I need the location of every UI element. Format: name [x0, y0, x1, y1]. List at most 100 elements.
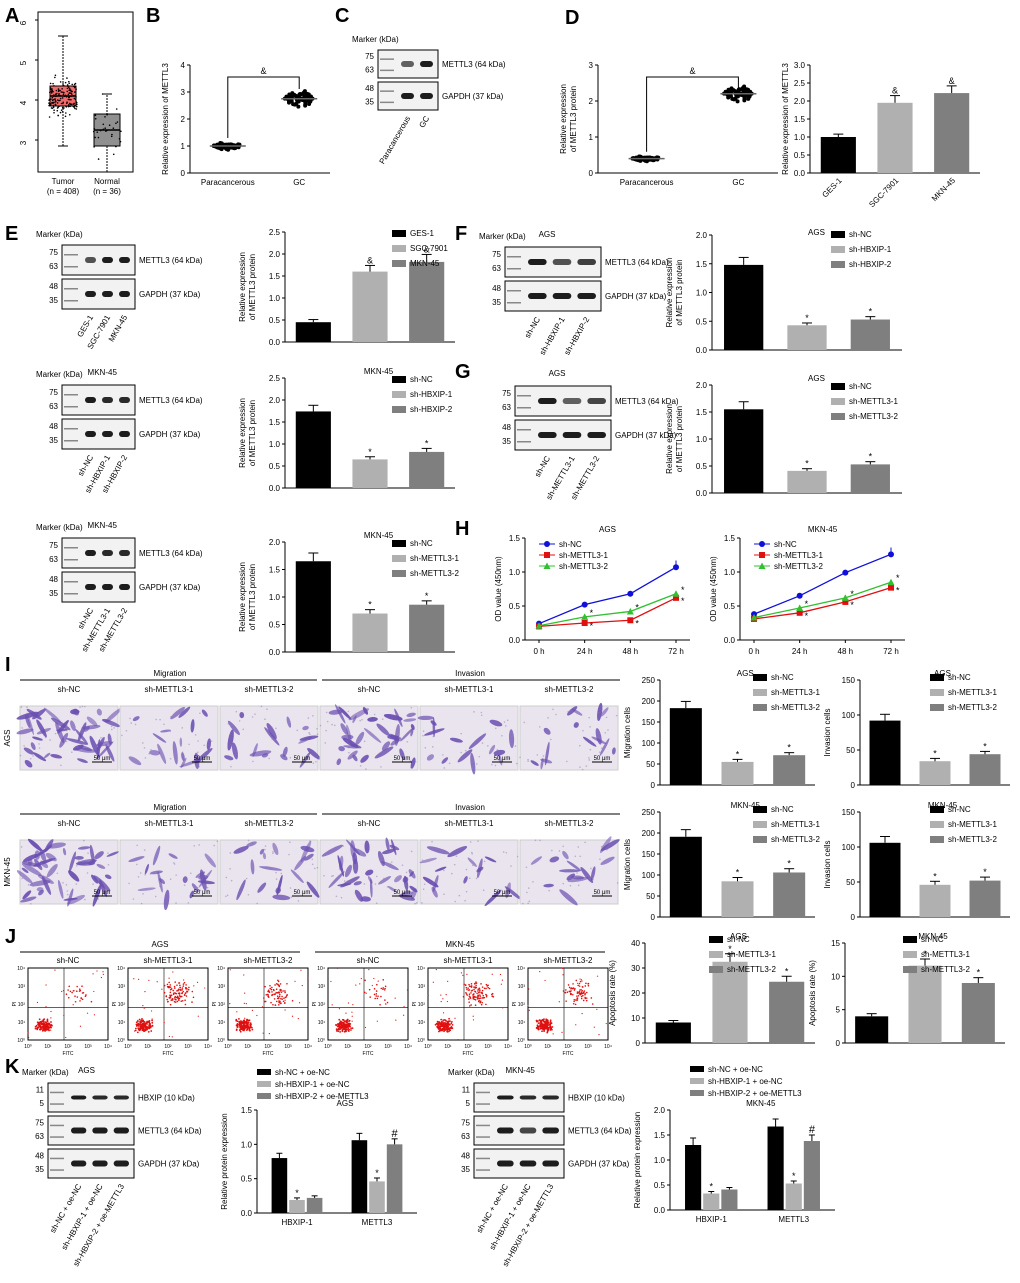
- pore: [501, 734, 503, 737]
- stained-cell: [338, 706, 352, 720]
- stained-cell: [172, 741, 178, 765]
- event: [178, 982, 181, 984]
- event: [468, 989, 471, 991]
- event: [281, 998, 284, 1000]
- data-point: [55, 89, 58, 92]
- event: [268, 990, 270, 993]
- pore: [599, 858, 601, 860]
- y-tick-label: 40: [631, 939, 640, 948]
- legend-label: sh-NC + oe-NC: [275, 1068, 330, 1077]
- y-tick-label: 1.0: [696, 289, 708, 298]
- marker-kda: 63: [49, 402, 58, 411]
- event: [475, 981, 477, 983]
- chart-title: AGS: [599, 525, 616, 534]
- stained-cell: [419, 857, 437, 864]
- bar: [721, 761, 754, 785]
- data-point: [58, 89, 60, 92]
- event: [481, 989, 484, 992]
- event: [267, 995, 269, 997]
- event: [171, 1036, 173, 1038]
- event: [138, 978, 140, 980]
- event: [501, 979, 503, 981]
- band-label: HBXIP (10 kDa): [138, 1094, 195, 1103]
- chart-title: MKN-45: [808, 525, 838, 534]
- legend-swatch: [392, 570, 406, 577]
- event: [36, 1021, 39, 1024]
- significance-mark: *: [933, 871, 937, 881]
- event: [569, 992, 572, 995]
- column-label: sh-METTL3-1: [445, 819, 494, 828]
- event: [147, 1021, 149, 1024]
- marker-kda: 35: [49, 296, 58, 305]
- marker-kda: 11: [462, 1086, 471, 1095]
- event: [76, 990, 78, 993]
- data-point: [842, 598, 849, 605]
- event: [445, 1026, 448, 1029]
- stained-cell: [246, 841, 257, 847]
- stained-cell: [559, 889, 578, 906]
- y-tick-label: 50: [846, 878, 855, 887]
- event: [148, 1027, 150, 1030]
- event: [176, 1000, 179, 1003]
- x-tick-label: 10⁴: [204, 1044, 212, 1050]
- stained-cell: [399, 748, 405, 760]
- blot-title: MKN-45: [506, 1066, 536, 1075]
- event: [351, 1020, 353, 1022]
- column-label: sh-METTL3-1: [444, 956, 493, 965]
- event: [76, 996, 79, 998]
- event: [185, 984, 187, 986]
- stained-cell: [294, 855, 307, 871]
- legend-label: sh-NC: [948, 805, 971, 814]
- data-point: [105, 130, 107, 132]
- legend-marker: [544, 541, 550, 547]
- pore: [62, 882, 64, 884]
- event: [47, 1022, 50, 1025]
- y-tick-label: 15: [831, 939, 840, 948]
- marker-kda: 63: [49, 555, 58, 564]
- pore: [350, 756, 352, 758]
- bar: [369, 1181, 385, 1213]
- event: [545, 1027, 548, 1030]
- stained-cell: [191, 883, 199, 892]
- stained-cell: [571, 875, 585, 880]
- significance-mark: &: [689, 66, 695, 76]
- event: [485, 994, 488, 997]
- marker-kda: 35: [49, 436, 58, 445]
- legend-label: sh-NC: [727, 935, 750, 944]
- data-point: [93, 127, 96, 130]
- event: [568, 990, 571, 993]
- data-point: [62, 83, 64, 85]
- legend-label: sh-METTL3-2: [774, 562, 823, 571]
- data-point: [115, 108, 118, 110]
- x-tick-label: 10²: [64, 1044, 72, 1050]
- stained-cell: [591, 736, 607, 745]
- event: [346, 1019, 349, 1022]
- event: [274, 1004, 277, 1006]
- band-label: GAPDH (37 kDa): [442, 92, 504, 101]
- event: [445, 1020, 447, 1022]
- stained-cell: [410, 888, 417, 900]
- event: [547, 1019, 549, 1021]
- event: [538, 1019, 541, 1022]
- stained-cell: [257, 882, 267, 893]
- protein-band: [119, 584, 130, 590]
- y-tick-label: 100: [642, 871, 656, 880]
- panel-letter-B: B: [146, 5, 160, 27]
- significance-mark: *: [635, 618, 639, 628]
- bar: [721, 881, 754, 917]
- event: [584, 985, 587, 987]
- data-point: [62, 102, 64, 105]
- event: [78, 988, 81, 990]
- legend-swatch: [690, 1078, 704, 1084]
- x-tick-label: 10⁰: [424, 1044, 432, 1050]
- event: [338, 1008, 341, 1010]
- pore: [226, 894, 229, 897]
- y-tick-label: 1.5: [269, 418, 281, 427]
- protein-band: [542, 1160, 559, 1167]
- legend-swatch: [903, 966, 917, 973]
- pore: [60, 764, 62, 767]
- stained-cell: [137, 887, 156, 892]
